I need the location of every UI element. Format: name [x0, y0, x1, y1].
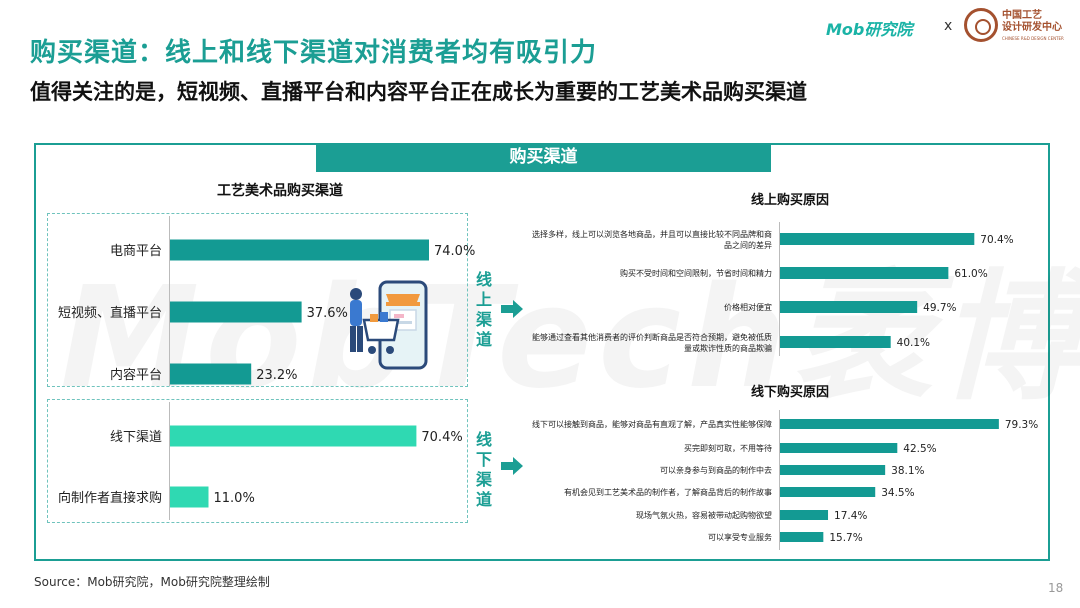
left-chart-title: 工艺美术品购买渠道 — [217, 183, 343, 199]
logo-separator: x — [944, 18, 953, 34]
mob-logo: Mob研究院 — [826, 20, 913, 39]
page-number: 18 — [1048, 581, 1064, 595]
bar — [780, 336, 891, 348]
bar-value-label: 70.4% — [421, 430, 462, 445]
online-side-label: 线上渠道 — [475, 270, 492, 349]
offline-reasons-axis — [779, 410, 780, 550]
bar-category-label: 能够通过查看其他消费者的评价判断商品是否符合预期，避免被低质 — [532, 332, 772, 342]
offline-group-box — [47, 399, 468, 523]
bar-category-label: 线下可以接触到商品，能够对商品有直观了解，产品真实性能够保障 — [532, 419, 772, 429]
offline-arrow-icon — [501, 457, 523, 475]
left-axis-online — [169, 216, 170, 386]
bar-category-label: 向制作者直接求购 — [58, 490, 162, 506]
bar — [170, 425, 417, 447]
bar-category-label: 现场气氛火热，容易被带动起购物欲望 — [636, 510, 772, 520]
left-axis-offline — [169, 402, 170, 520]
page-title: 购买渠道：线上和线下渠道对消费者均有吸引力 — [30, 38, 598, 68]
bar — [780, 443, 898, 453]
bar-category-label: 买完即刻可取，不用等待 — [684, 443, 772, 453]
bar-value-label: 23.2% — [256, 368, 297, 383]
bar-value-label: 42.5% — [903, 443, 936, 455]
online-reasons-axis — [779, 222, 780, 356]
bar-category-label: 价格相对便宜 — [724, 302, 772, 312]
bar-category-label: 线下渠道 — [110, 430, 162, 445]
bar-category-label: 品之间的差异 — [724, 240, 772, 250]
online-arrow-icon — [501, 300, 523, 318]
bar-value-label: 34.5% — [881, 487, 914, 499]
bar-value-label: 17.4% — [834, 510, 867, 522]
bar-value-label: 37.6% — [307, 306, 348, 321]
bar-category-label: 有机会见到工艺美术品的制作者，了解商品背后的制作故事 — [564, 487, 772, 497]
bar — [170, 301, 302, 323]
bar — [780, 301, 918, 313]
bar — [780, 510, 829, 520]
panel-header: 购买渠道 — [316, 143, 771, 172]
bar-category-label: 短视频、直播平台 — [58, 306, 162, 321]
page-subtitle: 值得关注的是，短视频、直播平台和内容平台正在成长为重要的工艺美术品购买渠道 — [30, 80, 807, 104]
bar-value-label: 61.0% — [954, 268, 987, 280]
bar-category-label: 可以享受专业服务 — [708, 532, 772, 542]
bar-value-label: 38.1% — [891, 465, 924, 477]
bar-value-label: 15.7% — [829, 532, 862, 544]
partner-logo-text: 中国工艺 设计研发中心 — [1002, 10, 1062, 33]
bar — [780, 487, 876, 497]
bar — [170, 363, 252, 385]
shopping-cart-phone-icon — [350, 280, 428, 370]
logo-area: Mob研究院 x 中国工艺 设计研发中心 CHINESE R&D DESIGN … — [826, 6, 1076, 46]
bar-value-label: 79.3% — [1005, 419, 1038, 431]
bar-value-label: 11.0% — [214, 491, 255, 506]
online-reasons-title: 线上购买原因 — [750, 193, 829, 208]
bar — [780, 419, 999, 429]
bar-category-label: 购买不受时间和空间限制，节省时间和精力 — [620, 268, 772, 278]
bar-value-label: 70.4% — [980, 234, 1013, 246]
bar-value-label: 74.0% — [434, 244, 475, 259]
bar — [780, 233, 975, 245]
bar — [780, 532, 824, 542]
bar-category-label: 电商平台 — [110, 244, 162, 259]
partner-logo-en: CHINESE R&D DESIGN CENTER — [1002, 36, 1064, 41]
bar-category-label: 选择多样，线上可以浏览各地商品，并且可以直接比较不同品牌和商 — [532, 229, 772, 239]
bar — [780, 465, 886, 475]
bar-value-label: 40.1% — [897, 337, 930, 349]
online-group-box — [47, 213, 468, 387]
bar — [780, 267, 949, 279]
bar-value-label: 49.7% — [923, 302, 956, 314]
bar — [170, 486, 209, 508]
offline-side-label: 线下渠道 — [475, 430, 492, 509]
bar-category-label: 可以亲身参与到商品的制作中去 — [660, 465, 772, 475]
bar-category-label: 内容平台 — [110, 367, 162, 383]
bar — [170, 239, 429, 261]
source-note: Source：Mob研究院，Mob研究院整理绘制 — [34, 575, 270, 589]
bar-category-label: 量或欺诈性质的商品欺骗 — [684, 343, 772, 353]
offline-reasons-title: 线下购买原因 — [750, 385, 829, 400]
partner-seal-icon — [964, 8, 998, 42]
